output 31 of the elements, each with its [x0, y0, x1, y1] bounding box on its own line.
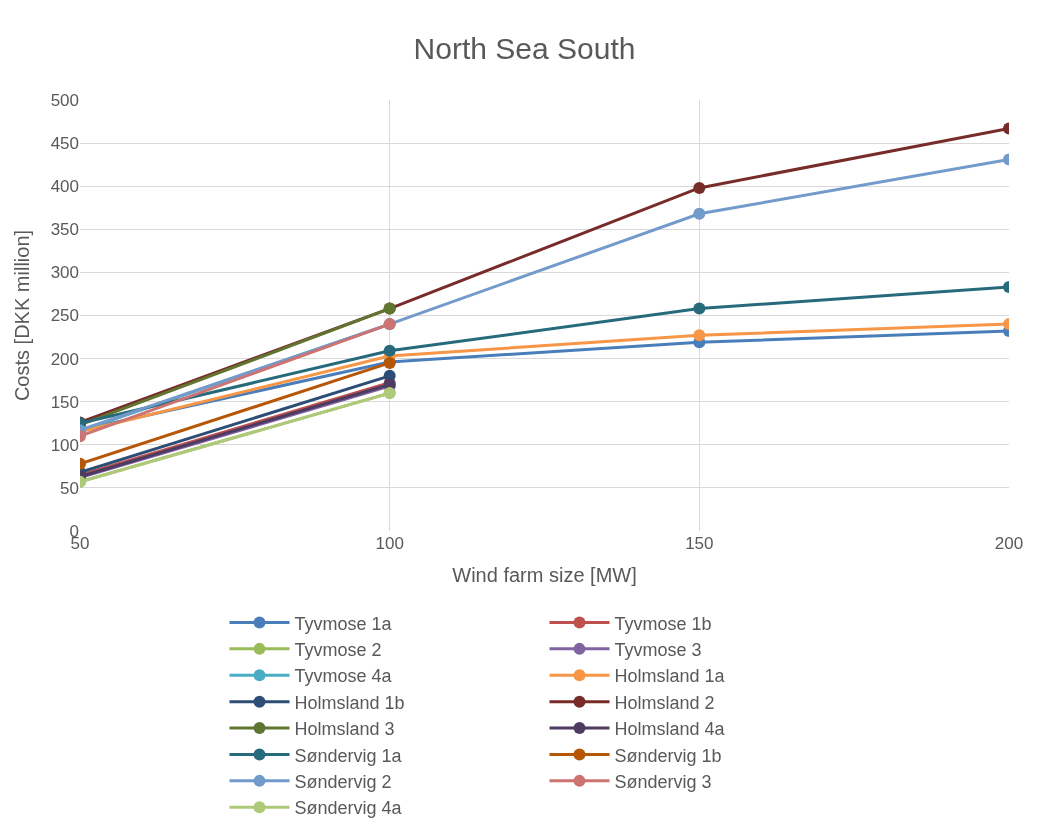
y-tick-label: 400 — [50, 177, 79, 197]
legend-label: Søndervig 1b — [614, 745, 722, 766]
y-tick-label: 50 — [60, 478, 79, 498]
y-tick-label: 450 — [50, 134, 79, 154]
legend-label: Tyvmose 3 — [614, 639, 702, 660]
y-tick-label: 100 — [50, 435, 79, 455]
legend-label: Holmsland 1a — [614, 666, 726, 687]
x-tick-label: 150 — [685, 534, 714, 553]
legend-label: Tyvmose 4a — [294, 666, 393, 687]
y-tick-label: 500 — [50, 90, 79, 110]
legend-label: Holmsland 4a — [614, 719, 726, 740]
legend-label: Søndervig 2 — [294, 771, 392, 792]
y-tick-label: 150 — [50, 392, 79, 412]
legend-label: Søndervig 4a — [294, 798, 403, 819]
legend-label: Søndervig 1a — [294, 745, 403, 766]
y-tick-label: 350 — [50, 220, 79, 240]
legend-label: Holmsland 3 — [294, 719, 395, 740]
legend-label: Tyvmose 1b — [614, 613, 712, 634]
legend-label: Søndervig 3 — [614, 771, 712, 792]
y-tick-label: 200 — [50, 349, 79, 369]
legend-label: Tyvmose 1a — [294, 613, 393, 634]
x-axis-title: Wind farm size [MW] — [452, 563, 637, 586]
y-axis-title: Costs [DKK million] — [11, 229, 34, 402]
x-tick-label: 100 — [375, 534, 404, 553]
legend-label: Holmsland 1b — [294, 692, 405, 713]
legend-label: Tyvmose 2 — [294, 639, 382, 660]
y-tick-label: 300 — [50, 263, 79, 283]
chart-title: North Sea South — [413, 31, 636, 65]
y-tick-label: 250 — [50, 306, 79, 326]
x-tick-label: 200 — [994, 534, 1024, 553]
legend-label: Holmsland 2 — [614, 692, 715, 713]
